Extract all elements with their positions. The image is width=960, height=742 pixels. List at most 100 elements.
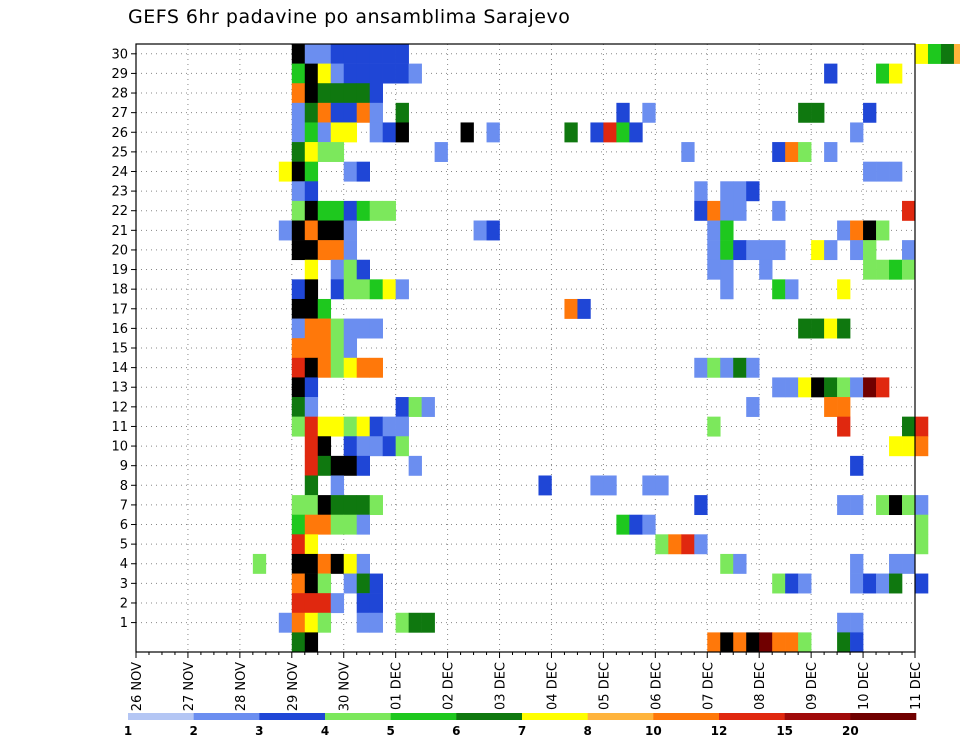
heatmap-cell: [291, 63, 306, 84]
heatmap-cell: [564, 122, 578, 143]
y-tick-label: 21: [111, 224, 128, 239]
heatmap-cell: [824, 318, 838, 339]
heatmap-cell: [850, 495, 864, 516]
x-axis-labels: 26 NOV 27 NOV 28 NOV 29 NOV 30 NOV 01 DEC 02 D…: [130, 662, 924, 711]
heatmap-cell: [395, 122, 409, 143]
colorbar-swatch: [653, 713, 720, 720]
heatmap-cell: [291, 338, 306, 359]
heatmap-cell: [408, 397, 422, 417]
heatmap-cell: [317, 240, 332, 261]
heatmap-cell: [837, 318, 851, 339]
heatmap-cell: [824, 377, 838, 398]
heatmap-cell: [317, 200, 332, 221]
heatmap-cell: [304, 397, 319, 417]
y-tick-label: 8: [120, 479, 128, 494]
colorbar-label: 4: [321, 724, 329, 738]
heatmap-cell: [395, 102, 409, 123]
heatmap-cell: [343, 220, 358, 241]
heatmap-cell: [616, 102, 630, 123]
heatmap-cell: [876, 161, 890, 182]
heatmap-cell: [408, 455, 422, 476]
colorbar-label: 7: [518, 724, 526, 738]
colorbar-swatch: [325, 713, 391, 720]
heatmap-cell: [382, 44, 396, 64]
heatmap-cell: [356, 553, 370, 574]
heatmap-cell: [642, 514, 656, 535]
y-tick-label: 22: [111, 204, 128, 219]
heatmap-cell: [343, 63, 358, 84]
heatmap-cell: [837, 279, 851, 300]
heatmap-cell: [369, 63, 383, 84]
heatmap-cell: [863, 259, 877, 280]
heatmap-cell: [694, 200, 708, 221]
colorbar-label: 2: [189, 724, 197, 738]
heatmap-cell: [798, 142, 812, 162]
heatmap-cell: [408, 63, 422, 84]
heatmap-cell: [369, 357, 383, 378]
heatmap-cell: [395, 63, 409, 84]
y-tick-label: 18: [111, 283, 128, 298]
heatmap-cell: [720, 553, 734, 574]
colorbar-swatch: [456, 713, 523, 720]
heatmap-cell: [590, 475, 604, 496]
y-tick-label: 5: [120, 538, 128, 553]
heatmap-cell: [876, 495, 890, 516]
frame-layer: [131, 43, 916, 658]
x-tick-label: 04 DEC: [545, 662, 560, 710]
heatmap-cell: [330, 44, 345, 64]
heatmap-cell: [304, 102, 319, 123]
heatmap-cell: [733, 553, 747, 574]
heatmap-cell: [395, 436, 409, 457]
heatmap-cell: [343, 553, 358, 574]
heatmap-cell: [304, 632, 319, 653]
heatmap-cell: [278, 612, 293, 633]
heatmap-cell: [486, 122, 500, 143]
heatmap-cell: [343, 240, 358, 261]
heatmap-cell: [330, 495, 345, 516]
heatmap-cell: [278, 161, 293, 182]
x-tick-label: 30 NOV: [338, 662, 353, 711]
heatmap-cell: [291, 612, 306, 633]
heatmap-cell: [382, 436, 396, 457]
heatmap-cell: [798, 632, 812, 653]
heatmap-cell: [915, 534, 929, 555]
heatmap-cell: [772, 632, 786, 653]
heatmap-cell: [291, 220, 306, 241]
heatmap-cell: [343, 514, 358, 535]
heatmap-cell: [889, 63, 903, 84]
y-tick-label: 2: [120, 596, 128, 611]
heatmap-cell: [291, 240, 306, 261]
x-tick-label: 02 DEC: [442, 662, 457, 710]
heatmap-cell: [473, 220, 487, 241]
heatmap-cell: [291, 161, 306, 182]
heatmap-cell: [343, 102, 358, 123]
heatmap-cell: [304, 436, 319, 457]
heatmap-cell: [564, 298, 578, 319]
heatmap-cell: [330, 593, 345, 614]
heatmap-cell: [304, 553, 319, 574]
heatmap-cell: [642, 475, 656, 496]
heatmap-cell: [382, 279, 396, 300]
heatmap-cell: [291, 397, 306, 417]
heatmap-cell: [291, 553, 306, 574]
heatmap-cell: [395, 397, 409, 417]
heatmap-cell: [330, 220, 345, 241]
heatmap-cell: [837, 612, 851, 633]
heatmap-cell: [824, 240, 838, 261]
x-tick-label: 26 NOV: [130, 662, 145, 711]
heatmap-cell: [291, 318, 306, 339]
heatmap-cell: [434, 142, 448, 162]
heatmap-cell: [720, 220, 734, 241]
heatmap-cell: [577, 298, 591, 319]
y-tick-label: 12: [111, 400, 128, 415]
heatmap-cell: [720, 200, 734, 221]
heatmap-cell: [343, 416, 358, 437]
heatmap-cell: [304, 44, 319, 64]
chart-title: GEFS 6hr padavine po ansamblima Sarajevo: [128, 6, 571, 28]
heatmap-cell: [369, 416, 383, 437]
heatmap-cell: [811, 240, 825, 261]
heatmap-cell: [915, 495, 929, 516]
heatmap-cell: [837, 220, 851, 241]
heatmap-cell: [330, 63, 345, 84]
heatmap-cell: [850, 122, 864, 143]
